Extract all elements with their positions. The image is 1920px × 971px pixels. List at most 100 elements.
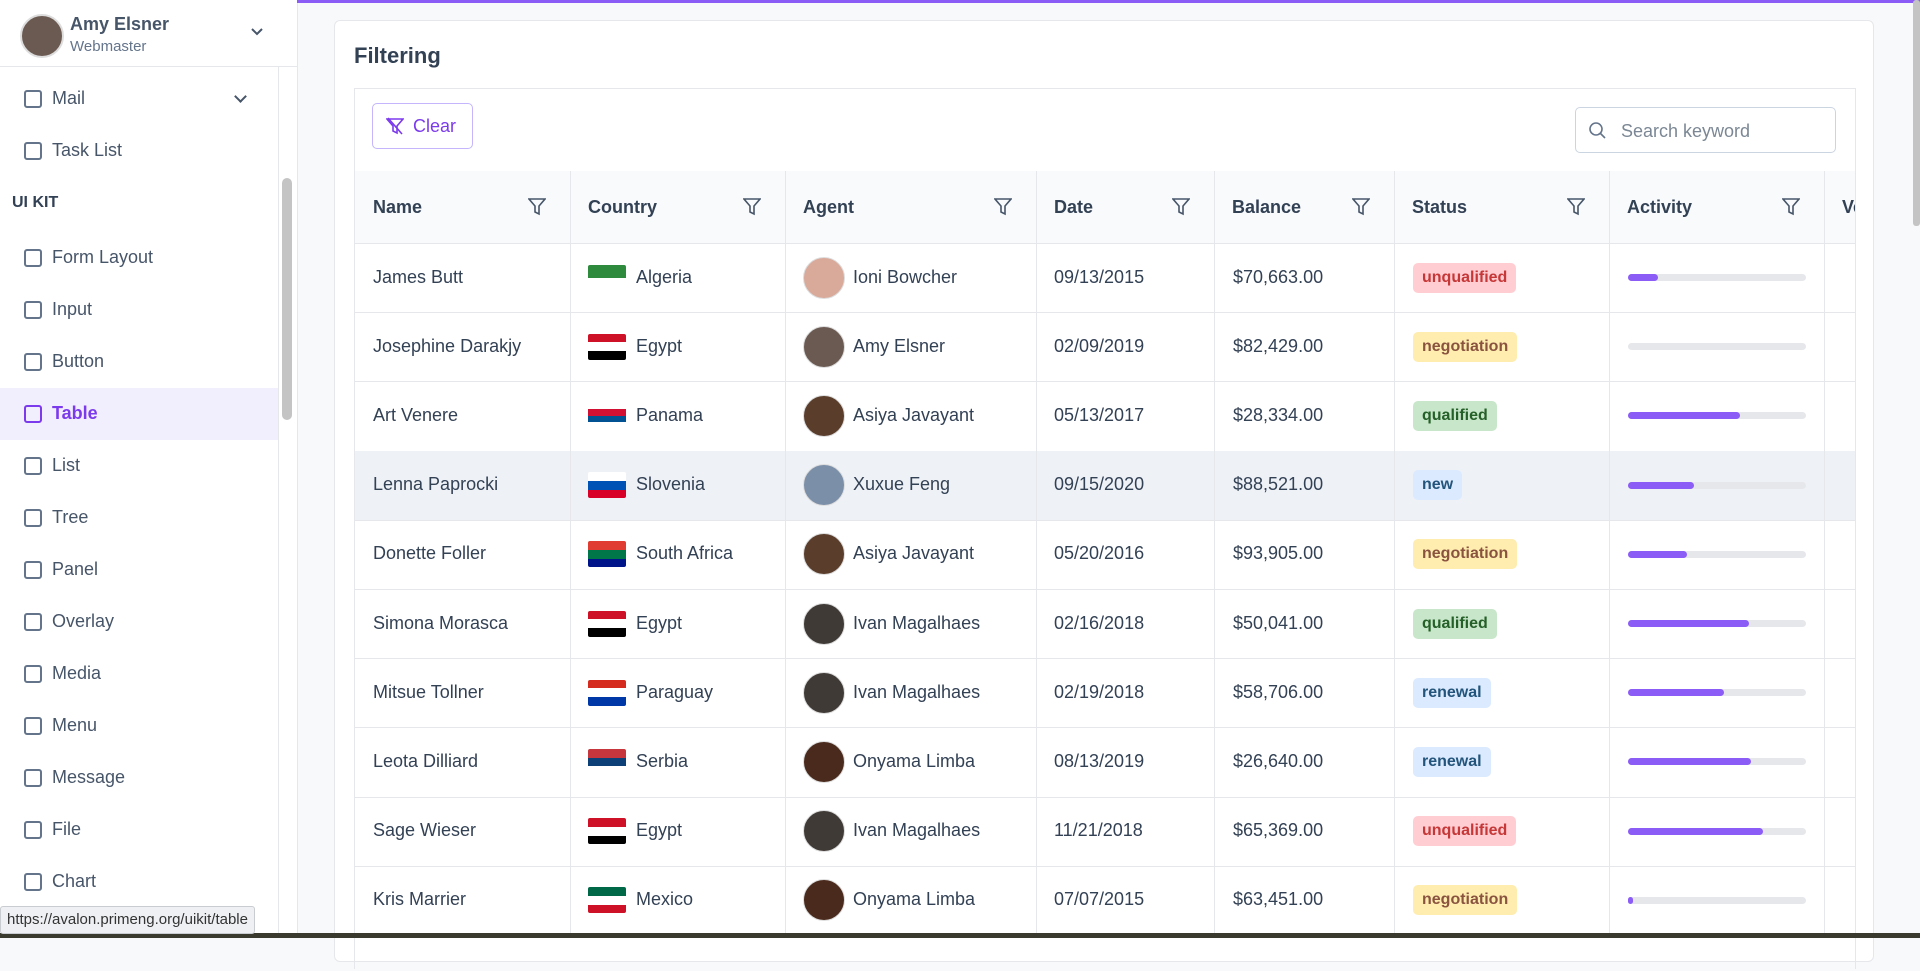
cell-border [1824, 796, 1825, 866]
menu-item[interactable]: Button [0, 336, 278, 388]
cell-date: 09/13/2015 [1054, 266, 1145, 287]
column-header[interactable]: Balance [1214, 171, 1395, 243]
cell-country: Panama [636, 404, 704, 425]
menu-item[interactable]: Menu [0, 700, 278, 752]
table-row[interactable]: Josephine Darakjy Egypt Amy Elsner 02/09/20… [355, 312, 1855, 383]
menu-item[interactable]: File [0, 804, 278, 856]
flag-stripe [588, 688, 626, 698]
cell-date: 05/13/2017 [1054, 404, 1145, 425]
menu-item[interactable]: Message [0, 752, 278, 804]
menu-label: Message [52, 767, 126, 787]
filter-icon [386, 117, 404, 135]
cell-balance: $58,706.00 [1233, 681, 1324, 702]
cell-border [1609, 658, 1610, 728]
flag [588, 818, 626, 845]
search-icon [1589, 122, 1606, 139]
cell-border [1824, 865, 1825, 935]
cell-border [1824, 589, 1825, 659]
table-row[interactable]: Kris Marrier Mexico Onyama Limba 07/07/2015… [355, 865, 1855, 936]
column-title: Agent [803, 197, 854, 217]
menu-item[interactable]: Media [0, 648, 278, 700]
cell-agent: Amy Elsner [853, 335, 946, 356]
cell-agent: Onyama Limba [853, 750, 976, 771]
menu-item[interactable]: Table [0, 388, 278, 440]
cell-date: 02/09/2019 [1054, 335, 1145, 356]
column-filter[interactable] [993, 197, 1013, 217]
column-header[interactable]: Verified [1824, 171, 1855, 243]
cell-balance: $26,640.00 [1233, 750, 1324, 771]
flag-stripe [588, 619, 626, 628]
table-row[interactable]: Simona Morasca Egypt Ivan Magalhaes 02/16/2… [355, 589, 1855, 660]
cell-border [1609, 243, 1610, 313]
table-row[interactable]: Donette Foller South Africa Asiya Javayant… [355, 519, 1855, 590]
cell-name: Mitsue Tollner [373, 681, 484, 702]
column-header[interactable]: Date [1036, 171, 1215, 243]
cell-border [1609, 312, 1610, 382]
table-row[interactable]: Lenna Paprocki Slovenia Xuxue Feng 09/15/20… [355, 450, 1855, 521]
menu-item[interactable]: Mail [0, 86, 278, 112]
cell-border [1214, 381, 1215, 451]
menu-item[interactable]: Form Layout [0, 232, 278, 284]
cell-border [1394, 727, 1395, 797]
column-filter[interactable] [1781, 197, 1801, 217]
column-header[interactable]: Country [570, 171, 786, 243]
table-row[interactable]: James Butt Algeria Ioni Bowcher 09/13/2015 $… [355, 243, 1855, 314]
flag [588, 472, 626, 499]
cell-border [785, 796, 786, 866]
flag-stripe [588, 896, 626, 905]
column-filter[interactable] [527, 197, 547, 217]
activity-bar [1628, 758, 1751, 766]
cell-balance: $93,905.00 [1233, 543, 1324, 564]
column-filter[interactable] [1351, 197, 1371, 217]
cell-border [1609, 796, 1610, 866]
menu-icon [24, 873, 42, 891]
top-accent [297, 0, 1920, 3]
menu-item[interactable]: Input [0, 284, 278, 336]
menu-icon [24, 613, 42, 631]
menu-icon [24, 821, 42, 839]
menu-label: Mail [52, 88, 86, 108]
column-title: Country [588, 197, 657, 217]
table-row[interactable]: Leota Dilliard Serbia Onyama Limba 08/13/20… [355, 727, 1855, 798]
menu-item[interactable]: Chart [0, 856, 278, 908]
menu-label: Button [52, 351, 105, 371]
cell-border [1036, 658, 1037, 728]
search-input[interactable]: Search keyword [1575, 107, 1836, 153]
table-row[interactable]: Mitsue Tollner Paraguay Ivan Magalhaes 02/1… [355, 658, 1855, 729]
menu-item[interactable]: List [0, 440, 278, 492]
column-filter[interactable] [1566, 197, 1586, 217]
menu-item[interactable]: Tree [0, 492, 278, 544]
column-header[interactable]: Agent [785, 171, 1037, 243]
cell-border [1214, 727, 1215, 797]
menu-label: Table [52, 403, 98, 423]
activity-bar [1628, 689, 1725, 697]
flag-stripe [588, 550, 626, 559]
column-header[interactable]: Name [355, 171, 571, 243]
column-filter[interactable] [1171, 197, 1191, 217]
agent-avatar [803, 740, 845, 783]
table-row[interactable]: Art Venere Panama Asiya Javayant 05/13/2017… [355, 381, 1855, 452]
activity-bar [1628, 274, 1659, 282]
clear-button[interactable]: Clear [372, 103, 473, 149]
user-menu-toggle[interactable] [250, 27, 264, 37]
flag [588, 887, 626, 914]
cell-border [570, 796, 571, 866]
flag [588, 610, 626, 637]
menu-icon [24, 142, 42, 160]
menu-item[interactable]: Panel [0, 544, 278, 596]
flag [588, 748, 626, 775]
flag-stripe [588, 342, 626, 352]
column-filter[interactable] [742, 197, 762, 217]
table-row[interactable]: Sage Wieser Egypt Ivan Magalhaes 11/21/2018… [355, 796, 1855, 867]
cell-country: Algeria [636, 266, 693, 287]
column-header[interactable]: Status [1394, 171, 1610, 243]
cell-border [1036, 589, 1037, 659]
cell-border [1609, 589, 1610, 659]
flag-stripe [588, 887, 626, 897]
menu-item[interactable]: Overlay [0, 596, 278, 648]
cell-agent: Ivan Magalhaes [853, 681, 981, 702]
column-header[interactable]: Activity [1609, 171, 1825, 243]
menu-label: Task List [52, 140, 123, 160]
menu-item[interactable]: Task List [0, 138, 278, 164]
cell-border [1036, 450, 1037, 520]
